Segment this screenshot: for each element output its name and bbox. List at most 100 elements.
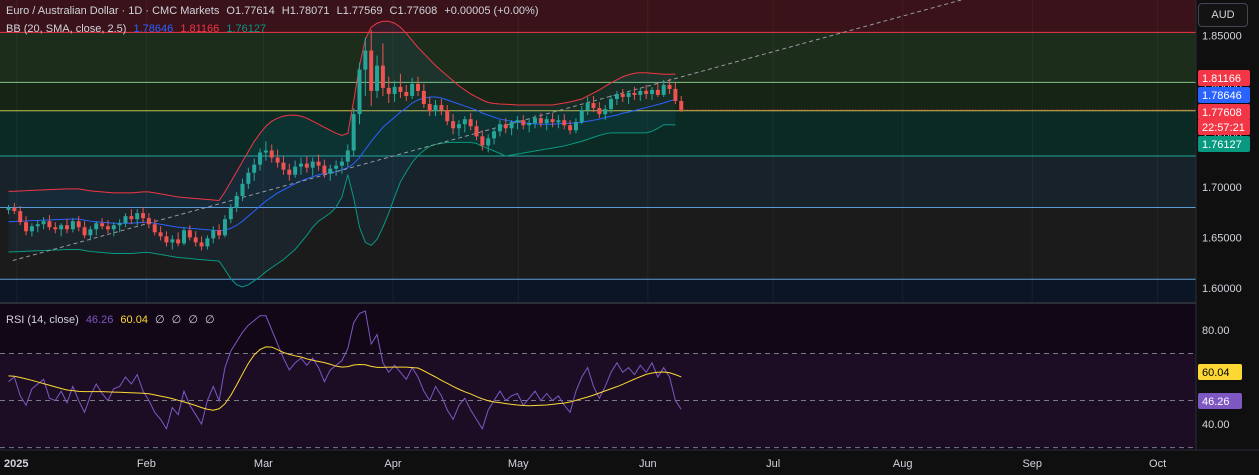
candle-body [655,89,660,95]
candle-body [509,122,514,129]
time-tick-label: Sep [1022,458,1042,470]
candle-body [427,104,432,112]
time-tick-label: Aug [893,458,913,470]
bb-upper-line [8,20,676,202]
candle-body [392,86,397,94]
price-label-tag [1198,119,1250,135]
candle-body [135,213,140,220]
price-label-text: 1.77608 [1202,107,1242,119]
candle-body [47,221,52,228]
open-label: O [226,5,235,17]
rsi-legend[interactable]: RSI (14, close) 46.26 60.04 ∅ ∅ ∅ ∅ [6,313,219,326]
candle-body [304,163,309,168]
candle-body [18,211,23,223]
price-zones [0,0,1196,303]
bb-legend[interactable]: BB (20, SMA, close, 2.5) 1.78646 1.81166… [6,23,270,35]
candle-body [269,150,274,158]
high-label: H [281,5,290,17]
candle-body [568,125,573,131]
candle-body [158,232,163,237]
candle-body [24,222,29,232]
candle-body [386,87,391,94]
candle-body [246,172,251,184]
price-label-text: 1.81166 [1202,73,1241,85]
trendline[interactable] [12,0,962,262]
candle-body [456,124,461,129]
candle-body [29,226,34,232]
time-tick-label: Mar [254,458,273,470]
candle-body [474,126,479,137]
candle-body [562,120,567,126]
price-label-text: 1.76127 [1202,139,1242,151]
candle-body [673,88,678,101]
candle-body [258,152,263,165]
rsi-tick-label: 40.00 [1202,419,1230,431]
candle-body [638,90,643,95]
rsi-ma-value: 60.04 [120,314,148,326]
time-tick-label: Feb [137,458,156,470]
bb-lower-line [8,124,676,288]
candle-body [503,124,508,129]
low-label: L [336,5,343,17]
candle-body [433,105,438,112]
candle-body [345,150,350,162]
candle-body [667,84,672,89]
candle-body [585,103,590,111]
price-label-tag [1198,70,1250,86]
candle-body [322,165,327,174]
candle-body [497,124,502,132]
candle-body [614,93,619,99]
candle-body [217,230,222,236]
candle-body [94,223,99,230]
price-label-text: 1.78646 [1202,90,1242,102]
price-labels: 1.81166 1.78646 1.77608 22:57:21 1.76127 60.0… [1198,70,1250,409]
time-tick-label: Oct [1149,458,1166,470]
rsi-ma-line [8,346,682,411]
price-label-tag [1198,87,1250,103]
time-axis[interactable]: 2025FebMarAprMayJunJulAugSepOctNovDec [0,449,1259,475]
time-tick-label: 2025 [4,458,28,470]
rsi-extra-4: ∅ [204,314,215,326]
time-tick-label: Apr [384,458,401,470]
candle-body [538,118,543,124]
price-zone [0,207,1196,280]
candle-body [550,119,555,123]
candle-body [445,110,450,122]
rsi-label-tag [1198,393,1242,409]
price-zone [0,279,1196,303]
candle-body [416,83,420,91]
price-tick-label: 1.70000 [1202,182,1242,194]
candle-body [222,219,227,236]
candle-body [380,65,385,88]
candle-body [480,136,485,146]
candle-body [328,168,333,174]
candle-body [626,92,631,97]
candle-body [65,225,69,230]
rsi-label: RSI (14, close) [6,314,79,326]
rsi-pane [0,304,1196,450]
price-tick-label: 1.85000 [1202,30,1242,42]
candle-body [363,50,368,70]
candle-body [88,229,93,236]
candle-body [591,103,596,109]
candle-body [603,109,608,115]
symbol-legend: Euro / Australian Dollar · 1D · CMC Mark… [6,5,543,17]
candle-body [41,221,46,225]
candle-body [82,227,87,236]
candle-body [451,121,456,129]
candle-body [515,120,520,123]
currency-selector[interactable]: AUD [1198,3,1248,27]
candle-body [211,230,216,239]
candle-body [369,50,374,91]
candle-body [521,120,526,126]
candle-body [527,123,532,126]
candle-body [679,101,684,110]
price-zone [0,110,1196,157]
candle-body [544,119,549,124]
price-tick-label: 1.65000 [1202,232,1242,244]
rsi-tick-label: 80.00 [1202,325,1230,337]
candle-body [6,208,11,211]
open-value: 1.77614 [234,5,275,17]
candle-body [632,92,637,95]
